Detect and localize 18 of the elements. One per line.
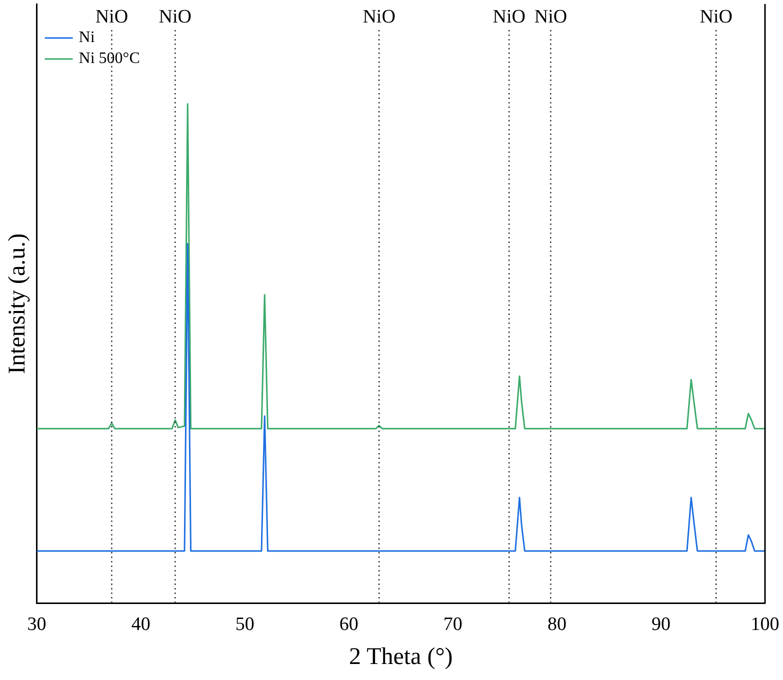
x-tick-label: 100 <box>750 614 780 635</box>
ref-line-label: NiO <box>534 6 568 28</box>
legend-label: Ni 500°C <box>78 50 140 68</box>
y-axis-title: Intensity (a.u.) <box>4 233 31 374</box>
x-tick-label: 90 <box>651 614 670 635</box>
legend-label: Ni <box>78 29 96 46</box>
ref-line-label: NiO <box>95 6 128 28</box>
x-tick-label: 40 <box>131 614 150 635</box>
x-tick-label: 50 <box>235 614 254 635</box>
x-tick-label: 30 <box>27 614 46 635</box>
ref-line-label: NiO <box>158 6 192 28</box>
x-tick-label: 60 <box>339 614 358 635</box>
x-axis-title: 2 Theta (°) <box>349 644 453 670</box>
ref-line-label: NiO <box>492 6 526 28</box>
x-tick-label: 80 <box>547 614 566 635</box>
x-tick-label: 70 <box>443 614 462 635</box>
ref-line-label: NiO <box>362 6 396 28</box>
ref-line-label: NiO <box>700 6 732 28</box>
